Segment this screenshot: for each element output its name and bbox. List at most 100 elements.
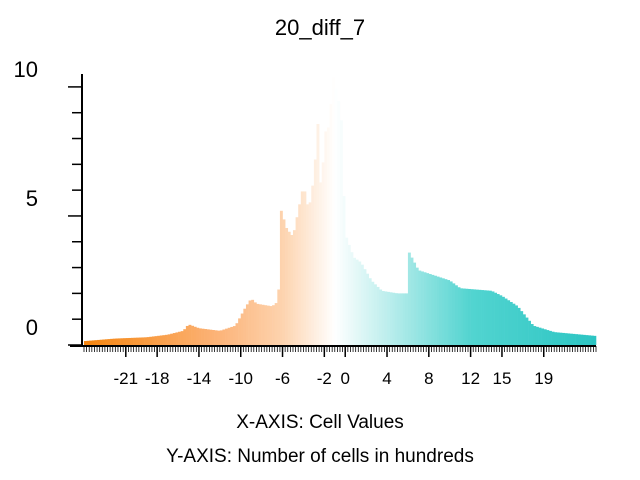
histogram-bar — [460, 288, 464, 345]
histogram-bar — [350, 252, 354, 345]
histogram-bar — [264, 305, 268, 345]
histogram-bar — [413, 262, 417, 345]
histogram-bar — [483, 290, 487, 345]
histogram-bar — [512, 303, 516, 345]
histogram-bar — [193, 326, 197, 345]
histogram-bar — [533, 326, 537, 345]
histogram-bar — [501, 296, 505, 345]
histogram-bar — [494, 292, 498, 345]
histogram-bar — [593, 335, 597, 345]
histogram-bar — [551, 331, 555, 345]
bar-group — [84, 77, 597, 346]
histogram-bar — [123, 338, 127, 345]
histogram-bar — [535, 326, 539, 345]
histogram-bar — [423, 272, 427, 345]
x-tick-label: -6 — [275, 369, 290, 388]
histogram-bar — [402, 293, 406, 345]
histogram-bar — [287, 231, 291, 345]
histogram-bar — [84, 341, 87, 345]
histogram-bar — [392, 292, 396, 345]
histogram-bar — [441, 278, 445, 345]
chart-title: 20_diff_7 — [275, 15, 365, 40]
histogram-bar — [243, 308, 247, 345]
histogram-bar — [329, 104, 333, 345]
histogram-bar — [279, 210, 283, 345]
x-tick-label: -18 — [145, 369, 170, 388]
histogram-bar — [311, 185, 315, 345]
histogram-bar — [104, 339, 108, 345]
histogram-bar — [261, 304, 265, 345]
histogram-bar — [212, 330, 215, 345]
histogram-bar — [154, 336, 158, 345]
histogram-bar — [167, 334, 171, 345]
histogram-bar — [515, 305, 518, 345]
histogram-bar — [499, 295, 503, 345]
histogram-bar — [146, 337, 150, 345]
y-tick-label: 0 — [26, 315, 38, 340]
x-tick-label: -10 — [228, 369, 253, 388]
histogram-bar — [256, 303, 260, 345]
histogram-bar — [303, 191, 307, 345]
histogram-bar — [91, 340, 95, 345]
histogram-bar — [548, 330, 552, 345]
y-tick-label: 5 — [26, 186, 38, 211]
histogram-bar — [86, 340, 90, 345]
histogram-bar — [588, 335, 592, 345]
histogram-bar — [530, 324, 534, 345]
histogram-bar — [131, 337, 134, 345]
histogram-bar — [306, 204, 309, 345]
histogram-bar — [175, 332, 179, 345]
histogram-bar — [465, 288, 469, 345]
histogram-bar — [379, 289, 383, 345]
histogram-bar — [144, 337, 147, 345]
histogram-bar — [517, 307, 521, 345]
histogram-bar — [164, 334, 168, 345]
histogram-bar — [170, 333, 174, 345]
histogram-bar — [232, 326, 236, 345]
histogram-bar — [575, 334, 579, 345]
histogram-bar — [394, 293, 398, 345]
histogram-bar — [347, 244, 351, 345]
histogram-bar — [434, 275, 437, 345]
histogram-bar — [235, 323, 239, 345]
histogram-bar — [125, 338, 129, 345]
histogram-bar — [496, 294, 500, 345]
histogram-bar — [102, 339, 106, 345]
histogram-bar — [520, 311, 524, 346]
histogram-bar — [191, 325, 195, 345]
histogram-bar — [585, 335, 589, 345]
histogram-bar — [569, 333, 573, 345]
histogram-bar — [556, 332, 560, 345]
histogram-bar — [371, 281, 375, 345]
histogram-bar — [381, 291, 385, 345]
histogram-bar — [449, 281, 453, 345]
histogram-bar — [368, 278, 372, 345]
y-tick-label: 10 — [14, 57, 38, 82]
histogram-bar — [420, 271, 424, 345]
x-tick-label: 0 — [340, 369, 349, 388]
histogram-bar — [178, 331, 181, 345]
histogram-bar — [397, 293, 401, 345]
histogram-bar — [149, 336, 153, 345]
x-tick-label: -2 — [317, 369, 332, 388]
histogram-bar — [418, 270, 422, 345]
histogram-bar — [488, 290, 492, 345]
histogram-bar — [407, 252, 411, 345]
histogram-bar — [353, 257, 356, 345]
histogram-bar — [410, 257, 414, 345]
histogram-bar — [266, 305, 270, 345]
histogram-bar — [400, 293, 403, 345]
histogram-bar — [138, 337, 142, 345]
histogram-bar — [387, 291, 390, 345]
histogram-bar — [141, 337, 145, 345]
histogram-bar — [251, 299, 255, 345]
histogram-bar — [572, 333, 576, 345]
histogram-bar — [300, 191, 304, 345]
histogram-bar — [525, 317, 529, 345]
x-tick-label: -21 — [114, 369, 139, 388]
histogram-bar — [543, 329, 547, 345]
histogram-bar — [196, 327, 200, 345]
histogram-bar — [373, 284, 377, 345]
histogram-bar — [582, 334, 586, 345]
histogram-bar — [332, 77, 336, 345]
